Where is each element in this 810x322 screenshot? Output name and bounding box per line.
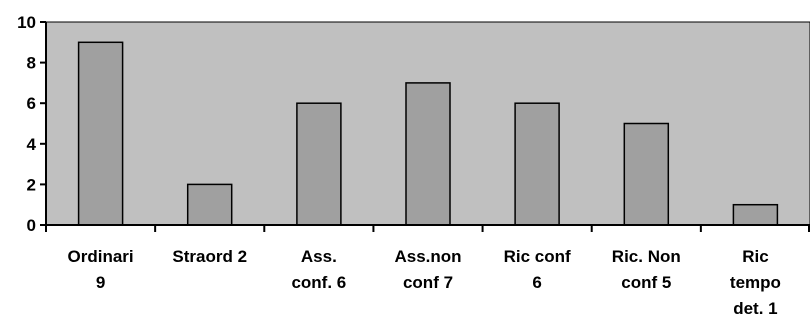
x-axis: Ordinari 9 Straord 2 Ass. conf. 6 Ass.non conf… [40, 224, 810, 318]
bar-6 [732, 203, 779, 226]
category-label-2: Ass. conf. 6 [291, 247, 346, 292]
category-label-0: Ordinari 9 [68, 247, 134, 292]
y-axis: 0 2 4 6 8 10 [17, 13, 47, 235]
y-tick-label-1: 2 [27, 175, 36, 194]
y-tick-label-4: 8 [27, 54, 36, 73]
category-label-5: Ric. Non conf 5 [612, 247, 681, 292]
y-tick-label-2: 4 [27, 135, 37, 154]
category-label-1: Straord 2 [172, 247, 247, 266]
category-label-4: Ric conf 6 [504, 247, 571, 292]
y-tick-label-5: 10 [17, 13, 36, 32]
bar-0 [77, 41, 124, 226]
bar-5 [623, 122, 670, 226]
bar-1 [186, 183, 233, 226]
bar-3 [405, 82, 451, 226]
bar-4 [514, 102, 560, 226]
category-label-6: Ric tempo det. 1 [730, 247, 781, 318]
y-tick-label-3: 6 [27, 94, 36, 113]
bar-2 [296, 102, 342, 226]
y-tick-label-0: 0 [27, 216, 36, 235]
category-label-3: Ass.non conf 7 [394, 247, 461, 292]
